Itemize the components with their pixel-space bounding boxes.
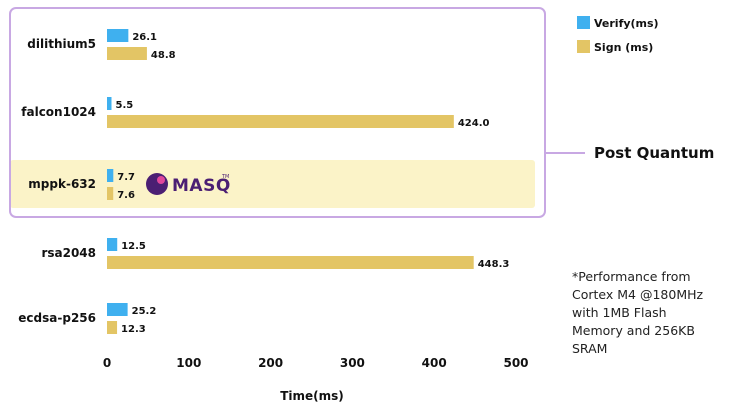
sign-bar-rsa2048 [107, 256, 474, 269]
sign-value-label-ecdsa-p256: 12.3 [121, 324, 146, 335]
x-tick-label-100: 100 [176, 356, 201, 370]
verify-value-label-rsa2048: 12.5 [121, 241, 146, 252]
verify-bar-ecdsa-p256 [107, 303, 128, 316]
legend-swatch-1 [577, 40, 590, 53]
x-tick-label-0: 0 [103, 356, 111, 370]
category-label-rsa2048: rsa2048 [41, 246, 96, 260]
verify-bar-mppk-632 [107, 169, 114, 182]
verify-bar-dilithium5 [107, 29, 129, 42]
verify-bar-falcon1024 [107, 97, 112, 110]
post-quantum-box [9, 7, 546, 218]
legend-label-0: Verify(ms) [594, 17, 659, 30]
sign-value-label-mppk-632: 7.6 [117, 190, 135, 201]
sign-bar-falcon1024 [107, 115, 454, 128]
x-tick-label-400: 400 [422, 356, 447, 370]
masq-logo-icon [146, 173, 168, 195]
sign-bar-dilithium5 [107, 47, 147, 60]
legend-swatch-0 [577, 16, 590, 29]
masq-logo-text: MASQ [172, 176, 231, 196]
category-label-mppk-632: mppk-632 [28, 177, 96, 191]
sign-value-label-rsa2048: 448.3 [478, 259, 510, 270]
sign-value-label-dilithium5: 48.8 [151, 50, 176, 61]
sign-bar-ecdsa-p256 [107, 321, 118, 334]
verify-value-label-falcon1024: 5.5 [115, 100, 133, 111]
category-label-falcon1024: falcon1024 [21, 105, 96, 119]
verify-value-label-ecdsa-p256: 25.2 [132, 306, 157, 317]
verify-value-label-mppk-632: 7.7 [117, 172, 135, 183]
x-tick-label-300: 300 [340, 356, 365, 370]
post-quantum-label: Post Quantum [594, 144, 714, 162]
category-label-dilithium5: dilithium5 [27, 37, 96, 51]
x-tick-label-200: 200 [258, 356, 283, 370]
masq-logo-tm: TM [221, 174, 229, 180]
verify-bar-rsa2048 [107, 238, 118, 251]
footnote: *Performance from Cortex M4 @180MHz with… [572, 269, 704, 356]
x-axis-title: Time(ms) [280, 389, 344, 403]
sign-bar-mppk-632 [107, 187, 114, 200]
category-label-ecdsa-p256: ecdsa-p256 [18, 311, 96, 325]
sign-value-label-falcon1024: 424.0 [458, 118, 490, 129]
highlight-band [10, 160, 535, 208]
x-tick-label-500: 500 [503, 356, 528, 370]
masq-logo-icon-accent [157, 176, 165, 184]
legend-label-1: Sign (ms) [594, 41, 653, 54]
verify-value-label-dilithium5: 26.1 [132, 32, 157, 43]
